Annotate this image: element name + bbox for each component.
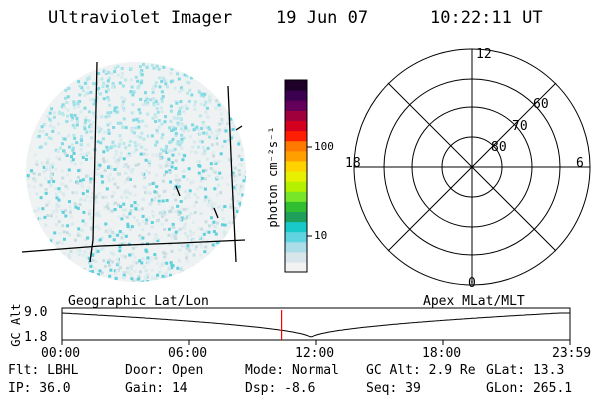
ip-info: IP: 36.0 [8, 381, 71, 396]
colorbar-segment [285, 110, 307, 122]
mlt-label-0: 0 [468, 276, 476, 291]
glon-info: GLon: 265.1 [486, 381, 573, 396]
x-tick-label-0000: 00:00 [41, 346, 81, 361]
geographic-caption: Geographic Lat/Lon [68, 294, 209, 309]
instrument-title: Ultraviolet Imager [48, 8, 233, 28]
mlt-label-18: 18 [345, 156, 361, 171]
mode-info: Mode: Normal [245, 363, 339, 378]
colorbar-segment [285, 160, 307, 172]
dsp-info: Dsp: -8.6 [245, 381, 316, 396]
mlt-label-6: 6 [576, 156, 584, 171]
gc-altitude-curve [61, 312, 570, 338]
y-tick-label-high: 9.0 [24, 305, 48, 320]
gain-info: Gain: 14 [125, 381, 188, 396]
colorbar-segment [285, 100, 307, 111]
colorbar-segment [285, 80, 307, 91]
colorbar-segment [285, 120, 307, 132]
x-tick-label-1200: 12:00 [295, 346, 335, 361]
seq-info: Seq: 39 [366, 381, 421, 396]
colorbar-segment [285, 251, 307, 263]
x-tick-label-0600: 06:00 [168, 346, 208, 361]
colorbar-segment [285, 211, 307, 223]
lat-label-80: 80 [491, 140, 507, 155]
gc-alt-info: GC Alt: 2.9 Re [366, 363, 476, 378]
colorbar-segment [285, 231, 307, 243]
mlt-label-12: 12 [476, 47, 492, 62]
colorbar-segment [285, 90, 307, 101]
colorbar-frame [284, 79, 308, 273]
colorbar-segment [285, 261, 307, 273]
colorbar-segment [285, 170, 307, 182]
colorbar-segment [285, 181, 307, 192]
colorbar-segment [285, 221, 307, 233]
lat-label-60: 60 [533, 97, 549, 112]
colorbar-segment [285, 150, 307, 162]
apex-caption: Apex MLat/MLT [423, 294, 525, 309]
colorbar-segment [285, 241, 307, 253]
door-info: Door: Open [125, 363, 204, 378]
geographic-grid-lines [21, 61, 246, 263]
x-tick-label-2359: 23:59 [552, 346, 592, 361]
filter-info: Flt: LBHL [8, 363, 79, 378]
colorbar-tick-label-10: 10 [314, 229, 328, 242]
colorbar-tick-label-100: 100 [314, 140, 334, 153]
earth-disk [26, 62, 246, 282]
colorbar-segment [285, 201, 307, 212]
mlt-line-diag-b [387, 82, 557, 252]
glat-info: GLat: 13.3 [486, 363, 565, 378]
lat-label-70: 70 [512, 119, 528, 134]
colorbar-segment [285, 140, 307, 152]
uv-emission-pixels [26, 63, 246, 282]
x-tick-label-1800: 18:00 [422, 346, 462, 361]
observation-date: 19 Jun 07 [276, 8, 369, 28]
colorbar-segment [285, 191, 307, 202]
timeline-ylabel: GC Alt [9, 303, 23, 347]
colorbar-scale [285, 80, 307, 273]
y-tick-label-low: 1.8 [24, 330, 48, 345]
observation-time: 10:22:11 UT [430, 8, 543, 28]
colorbar-segment [285, 130, 307, 142]
